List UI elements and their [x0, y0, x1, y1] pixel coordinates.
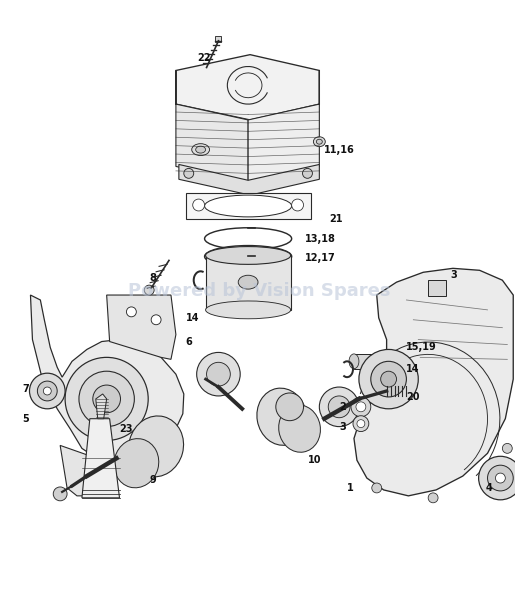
Circle shape	[353, 416, 369, 432]
Circle shape	[53, 487, 67, 501]
Text: 21: 21	[329, 214, 343, 224]
Text: 14: 14	[186, 313, 199, 323]
Circle shape	[359, 349, 418, 409]
Polygon shape	[206, 256, 291, 310]
Circle shape	[292, 199, 304, 211]
Polygon shape	[384, 397, 404, 405]
Ellipse shape	[316, 139, 322, 144]
Circle shape	[184, 168, 194, 179]
Polygon shape	[107, 295, 176, 359]
Polygon shape	[354, 268, 513, 496]
Circle shape	[44, 387, 51, 395]
Polygon shape	[82, 418, 120, 498]
Text: 13,18: 13,18	[305, 233, 335, 244]
Circle shape	[351, 397, 371, 417]
Polygon shape	[31, 295, 184, 463]
Ellipse shape	[394, 354, 404, 369]
Circle shape	[126, 307, 136, 317]
Text: 12,17: 12,17	[305, 254, 335, 263]
Circle shape	[276, 393, 304, 421]
Text: 15,19: 15,19	[407, 343, 437, 352]
Polygon shape	[176, 55, 319, 120]
Text: 3: 3	[450, 270, 457, 280]
Ellipse shape	[205, 195, 292, 217]
Circle shape	[319, 387, 359, 427]
Circle shape	[65, 358, 148, 441]
Text: 1: 1	[347, 483, 354, 493]
Text: 4: 4	[485, 483, 492, 493]
Text: 20: 20	[407, 392, 420, 402]
Text: Powered by Vision Spares: Powered by Vision Spares	[128, 282, 390, 300]
Circle shape	[371, 361, 407, 397]
Circle shape	[483, 478, 493, 488]
Circle shape	[495, 473, 506, 483]
Circle shape	[37, 381, 57, 401]
Polygon shape	[428, 280, 446, 296]
Text: 14: 14	[407, 364, 420, 374]
Circle shape	[428, 493, 438, 503]
Text: 23: 23	[120, 424, 133, 433]
Ellipse shape	[192, 144, 210, 156]
Circle shape	[502, 444, 512, 453]
Ellipse shape	[313, 137, 325, 147]
Circle shape	[151, 315, 161, 325]
Text: 22: 22	[198, 53, 211, 63]
Circle shape	[479, 456, 518, 500]
Text: 6: 6	[186, 337, 193, 346]
Ellipse shape	[206, 301, 291, 319]
Polygon shape	[354, 355, 398, 369]
Text: 11,16: 11,16	[324, 144, 355, 155]
Ellipse shape	[349, 354, 359, 369]
Text: 5: 5	[23, 414, 30, 424]
Polygon shape	[179, 164, 319, 195]
Circle shape	[381, 371, 396, 387]
Ellipse shape	[196, 146, 206, 153]
Text: 7: 7	[23, 384, 30, 394]
Polygon shape	[176, 70, 248, 182]
Ellipse shape	[114, 439, 159, 488]
Polygon shape	[248, 70, 319, 182]
Circle shape	[79, 371, 134, 427]
Circle shape	[372, 483, 382, 493]
Text: 9: 9	[149, 475, 156, 485]
Ellipse shape	[279, 405, 321, 453]
Circle shape	[193, 199, 205, 211]
Polygon shape	[215, 36, 221, 42]
Circle shape	[357, 420, 365, 427]
Ellipse shape	[257, 388, 307, 445]
Circle shape	[93, 385, 121, 413]
Circle shape	[197, 352, 240, 396]
Ellipse shape	[128, 416, 183, 477]
Circle shape	[487, 465, 513, 491]
Ellipse shape	[238, 275, 258, 289]
Ellipse shape	[206, 247, 291, 264]
Polygon shape	[60, 445, 97, 496]
Polygon shape	[96, 394, 107, 418]
Circle shape	[207, 362, 231, 386]
Circle shape	[356, 402, 366, 412]
Text: 2: 2	[339, 402, 346, 412]
Text: 3: 3	[339, 421, 346, 432]
Text: 8: 8	[149, 273, 156, 283]
Circle shape	[303, 168, 312, 179]
Circle shape	[328, 396, 350, 418]
Circle shape	[30, 373, 65, 409]
Text: 10: 10	[308, 456, 321, 465]
Circle shape	[144, 285, 154, 295]
Polygon shape	[186, 193, 311, 219]
